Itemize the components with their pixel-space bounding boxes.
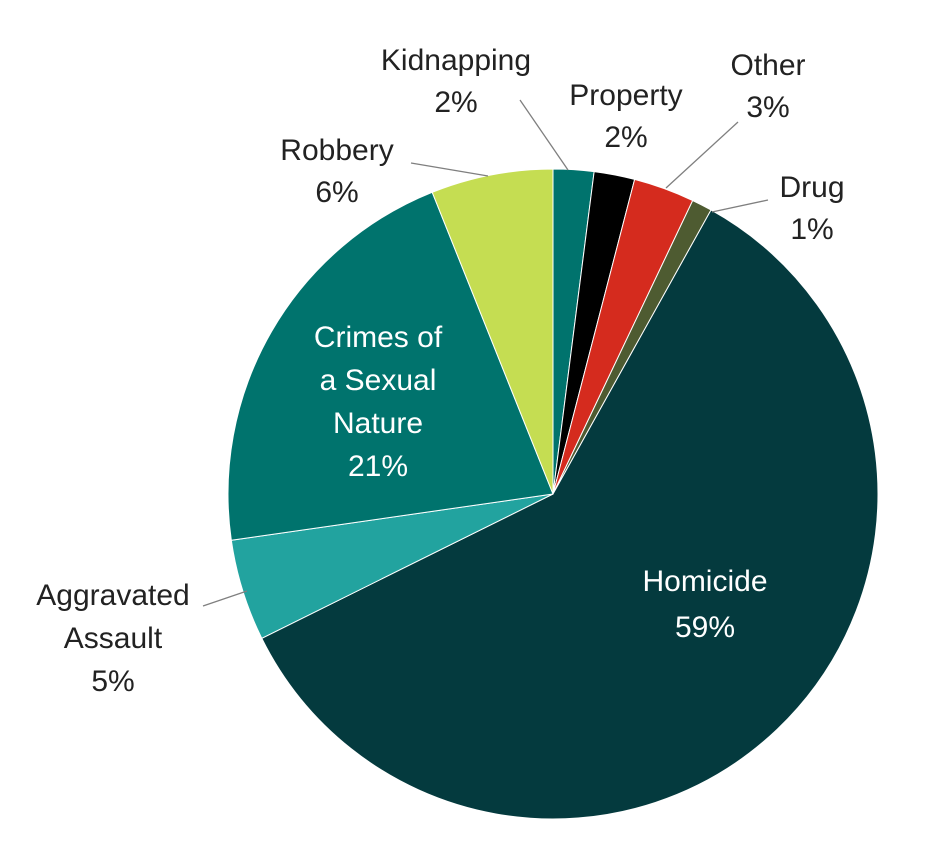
- slice-label-line: Crimes of: [314, 321, 443, 354]
- slice-label-homicide: Homicide 59%: [642, 565, 767, 644]
- slice-label-other: Other 3%: [730, 49, 805, 124]
- slice-label-line: Property: [569, 79, 682, 112]
- pie-slice-crimes-of-a-sexual-nature: [227, 191, 554, 541]
- slice-label-robbery: Robbery 6%: [280, 134, 393, 209]
- pie-slice-homicide: [261, 209, 879, 820]
- slice-label-line: Homicide: [642, 565, 767, 598]
- slice-label-line: Nature: [333, 407, 423, 440]
- leader-lines-layer: [202, 99, 769, 607]
- labels-layer: Kidnapping 2% Property 2% Other 3% Drug 1% Homic…: [36, 44, 844, 698]
- slice-label-drug: Drug 1%: [779, 171, 844, 246]
- slice-label-line: Other: [730, 49, 805, 82]
- leader-line-robbery: [410, 162, 489, 177]
- slice-label-aggravated-assault: Aggravated Assault 5%: [36, 579, 189, 698]
- slices-layer: [227, 168, 879, 820]
- leader-line-other: [665, 121, 739, 189]
- leader-line-aggravated-assault: [202, 590, 248, 607]
- slice-label-line: a Sexual: [320, 364, 437, 397]
- slice-label-line: Aggravated: [36, 579, 189, 612]
- slice-label-line: Drug: [779, 171, 844, 204]
- slice-label-line: 21%: [348, 450, 408, 483]
- pie-slice-robbery: [431, 168, 554, 495]
- slice-label-line: 1%: [790, 213, 833, 246]
- slice-label-line: 59%: [675, 611, 735, 644]
- slice-label-line: 6%: [315, 176, 358, 209]
- slice-label-line: 2%: [604, 121, 647, 154]
- leader-line-drug: [711, 199, 769, 213]
- slice-label-line: 2%: [434, 86, 477, 119]
- slice-label-line: Robbery: [280, 134, 393, 167]
- leader-line-kidnapping: [519, 99, 569, 171]
- slice-label-line: 5%: [91, 665, 134, 698]
- slice-label-crimes-of-a-sexual-nature: Crimes of a Sexual Nature 21%: [314, 321, 443, 483]
- slice-label-line: 3%: [746, 91, 789, 124]
- slice-label-kidnapping: Kidnapping 2%: [381, 44, 531, 119]
- slice-label-line: Assault: [64, 622, 163, 655]
- slice-label-line: Kidnapping: [381, 44, 531, 77]
- slice-label-property: Property 2%: [569, 79, 682, 154]
